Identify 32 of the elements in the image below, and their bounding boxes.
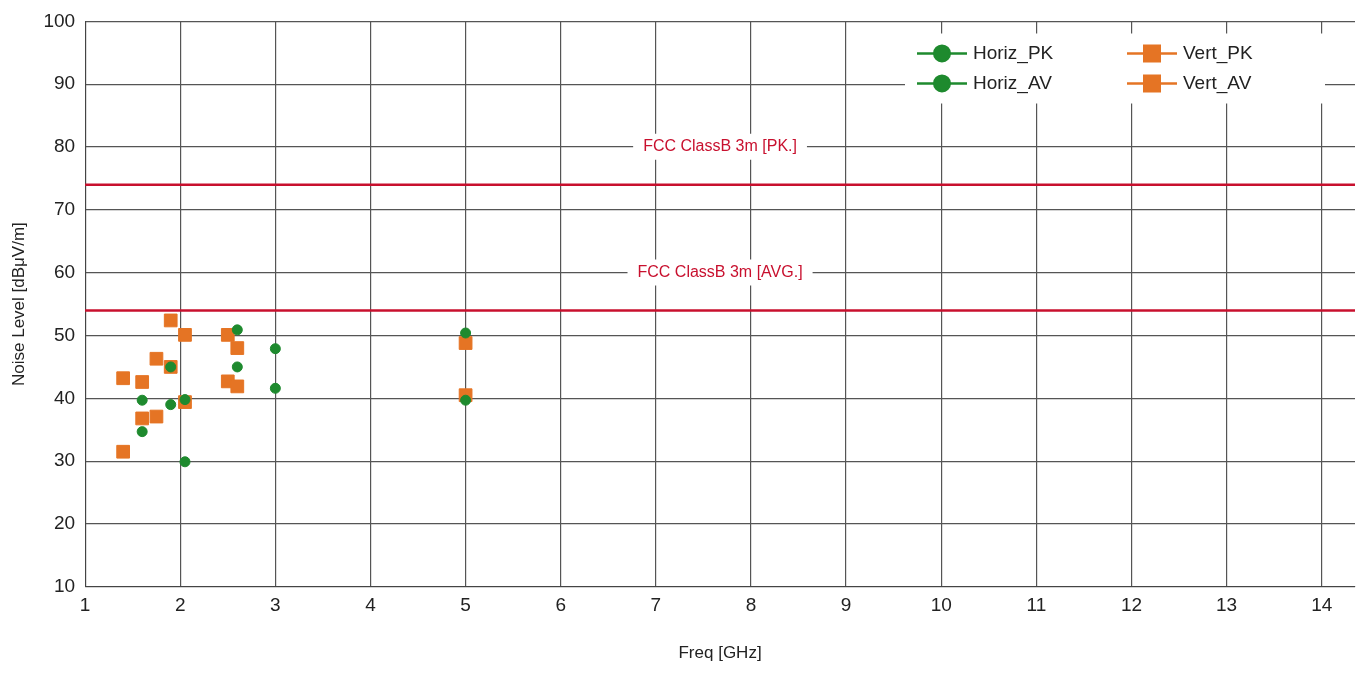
x-tick-label: 10 xyxy=(930,594,952,616)
y-tick-label: 50 xyxy=(53,323,76,345)
y-tick-label: 100 xyxy=(43,9,76,31)
x-tick-label: 7 xyxy=(650,594,662,616)
x-tick-label: 4 xyxy=(365,594,377,616)
x-tick-label: 1 xyxy=(79,594,91,616)
legend-label: Horiz_AV xyxy=(973,71,1053,94)
y-tick-label: 90 xyxy=(53,72,76,94)
x-tick-label: 5 xyxy=(460,594,471,616)
x-tick-label: 11 xyxy=(1026,594,1047,616)
x-tick-label: 9 xyxy=(840,594,852,616)
y-tick-label: 80 xyxy=(53,135,76,157)
x-tick-label: 8 xyxy=(745,594,757,616)
x-tick-label: 14 xyxy=(1311,594,1333,616)
x-axis-title: Freq [GHz] xyxy=(678,643,762,663)
legend-label: Vert_PK xyxy=(1183,41,1254,64)
y-tick-label: 70 xyxy=(53,198,76,220)
x-tick-label: 13 xyxy=(1216,594,1238,616)
y-axis-title: Noise Level [dBμV/m] xyxy=(8,222,28,387)
legend-label: Vert_AV xyxy=(1183,71,1252,94)
y-tick-label: 10 xyxy=(53,575,76,597)
x-tick-label: 12 xyxy=(1120,594,1143,616)
x-tick-label: 2 xyxy=(174,594,186,616)
x-tick-label: 6 xyxy=(555,594,567,616)
y-tick-label: 30 xyxy=(53,449,76,471)
y-tick-label: 60 xyxy=(53,260,76,282)
y-tick-label: 40 xyxy=(53,386,76,408)
legend-label: Horiz_PK xyxy=(973,41,1054,64)
y-tick-label: 20 xyxy=(53,512,76,534)
x-tick-label: 3 xyxy=(270,594,281,616)
ref-line-label: FCC ClassB 3m [AVG.] xyxy=(637,262,803,280)
ref-line-label: FCC ClassB 3m [PK.] xyxy=(643,137,797,155)
